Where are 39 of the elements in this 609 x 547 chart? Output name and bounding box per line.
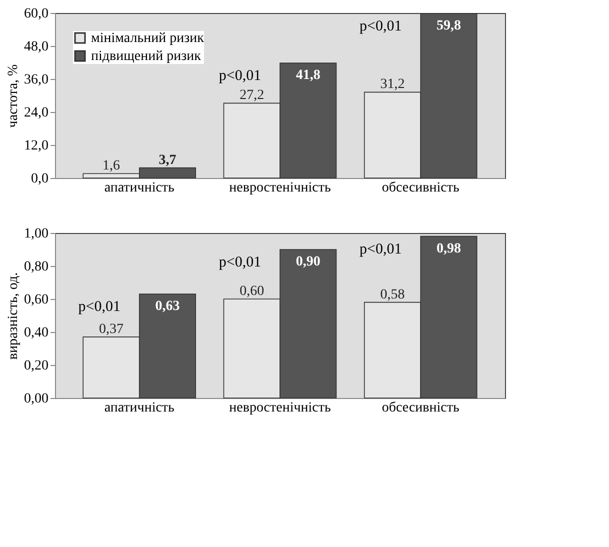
data-label: 41,8 xyxy=(296,68,320,84)
data-label: 0,60 xyxy=(240,284,264,299)
y-tick-label: 24,0 xyxy=(24,106,48,120)
annotation: p<0,01 xyxy=(360,241,402,258)
data-label: 27,2 xyxy=(240,88,264,104)
data-label: 0,63 xyxy=(155,299,180,314)
y-tick-label: 0,0 xyxy=(31,172,48,186)
x-tick-label: обсесивність xyxy=(382,400,460,416)
data-label: 1,6 xyxy=(102,158,120,174)
y-tick-label: 1,00 xyxy=(24,226,48,242)
data-label: 0,58 xyxy=(380,287,405,302)
annotation: p<0,01 xyxy=(218,68,262,84)
y-tick-label: 48,0 xyxy=(24,40,48,54)
annotation: p<0,01 xyxy=(218,254,262,270)
y-tick-label: 0,80 xyxy=(24,260,48,274)
x-tick-label: апатичність xyxy=(104,180,174,196)
annotation: p<0,01 xyxy=(360,18,402,35)
y-tick-label: 0,40 xyxy=(24,326,48,340)
x-tick-label: невростенічність xyxy=(229,400,331,416)
y-axis-title: виразність, од. xyxy=(6,272,21,360)
annotation: p<0,01 xyxy=(78,299,120,316)
y-tick-label: 36,0 xyxy=(24,72,48,88)
data-label: 31,2 xyxy=(380,77,405,92)
y-axis-title: частота, % xyxy=(6,64,21,128)
y-tick-label: 0,60 xyxy=(24,292,48,308)
x-tick-label: невростенічність xyxy=(229,180,331,196)
legend-label: мінімальний ризик xyxy=(91,31,204,46)
data-label: 0,90 xyxy=(296,254,320,270)
legend-label: підвищений ризик xyxy=(91,49,202,64)
data-label: 0,98 xyxy=(436,241,461,256)
y-tick-label: 12,0 xyxy=(24,138,48,154)
x-tick-label: апатичність xyxy=(104,400,174,416)
y-tick-label: 0,00 xyxy=(24,392,48,406)
x-tick-label: обсесивність xyxy=(382,180,460,196)
data-label: 59,8 xyxy=(436,18,461,34)
y-tick-label: 60,0 xyxy=(24,6,48,22)
data-label: 0,37 xyxy=(99,322,124,337)
y-tick-label: 0,20 xyxy=(24,358,48,374)
data-label: 3,7 xyxy=(158,152,176,168)
